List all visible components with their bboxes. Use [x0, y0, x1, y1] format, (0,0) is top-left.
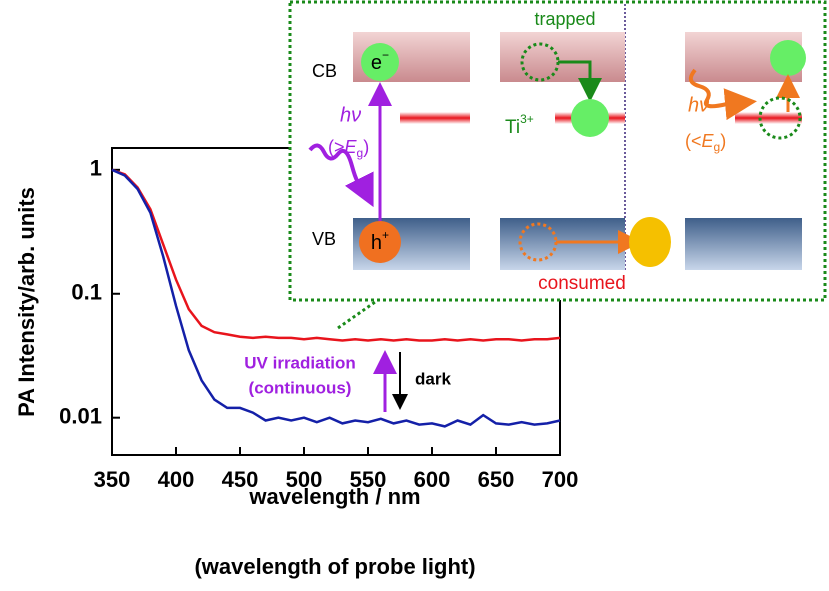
- level: [735, 112, 802, 124]
- label: Ti3+: [505, 112, 534, 138]
- x-tick-label: 500: [286, 467, 323, 492]
- annotation: (continuous): [249, 378, 352, 397]
- x-tick-label: 400: [158, 467, 195, 492]
- label: (>Eg): [328, 137, 369, 160]
- label: hν: [340, 104, 361, 126]
- acceptor: [629, 217, 671, 267]
- label: ): [720, 131, 726, 151]
- label: consumed: [538, 273, 626, 294]
- series-line: [111, 168, 561, 342]
- x-tick-label: 650: [478, 467, 515, 492]
- label: (<Eg): [685, 131, 726, 154]
- label: g: [357, 146, 364, 160]
- vb: [685, 218, 802, 270]
- level: [400, 112, 470, 124]
- x-tick-label: 350: [94, 467, 131, 492]
- label: e: [371, 52, 382, 74]
- x-label: wavelength / nm: [248, 484, 420, 509]
- label: g: [714, 140, 721, 154]
- label: (<: [685, 131, 702, 151]
- label: h: [371, 232, 382, 254]
- electron: [571, 99, 609, 137]
- cb: [500, 32, 625, 82]
- label: E: [702, 131, 715, 151]
- annotation: UV irradiation: [244, 353, 355, 372]
- x-label-note: (wavelength of probe light): [194, 554, 475, 579]
- electron: [361, 43, 399, 81]
- y-tick-label: 0.1: [71, 280, 102, 305]
- y-label: PA Intensity/arb. units: [14, 187, 39, 417]
- label: ): [363, 137, 369, 157]
- series-line: [111, 168, 561, 428]
- x-tick-label: 700: [542, 467, 579, 492]
- connector: [337, 298, 379, 330]
- label: −: [382, 48, 389, 62]
- x-tick-label: 600: [414, 467, 451, 492]
- y-tick-label: 1: [90, 156, 102, 181]
- label: +: [382, 228, 389, 242]
- label: CB: [312, 61, 337, 81]
- photon: [308, 143, 374, 208]
- trapped-state: [758, 96, 802, 140]
- label: E: [345, 137, 358, 157]
- hole: [359, 221, 401, 263]
- label: e−: [371, 48, 389, 74]
- label: (>: [328, 137, 345, 157]
- label: hν: [688, 94, 709, 116]
- label: h+: [371, 228, 389, 254]
- arrow: [558, 60, 602, 102]
- y-tick-label: 0.01: [59, 404, 102, 429]
- electron: [770, 40, 806, 76]
- label: Ti: [505, 117, 520, 138]
- inset: CB VB e− h+ hν (>Eg) trapped Ti3+ consum…: [288, 0, 827, 330]
- label: 3+: [520, 112, 534, 126]
- label: trapped: [534, 9, 595, 29]
- plot: 0.01 0.1 1 350 400 450 500 550 600 650 700: [59, 147, 579, 492]
- label: VB: [312, 229, 336, 249]
- annotation: dark: [415, 369, 451, 388]
- photon: [688, 68, 757, 121]
- x-tick-label: 550: [350, 467, 387, 492]
- x-tick-label: 450: [222, 467, 259, 492]
